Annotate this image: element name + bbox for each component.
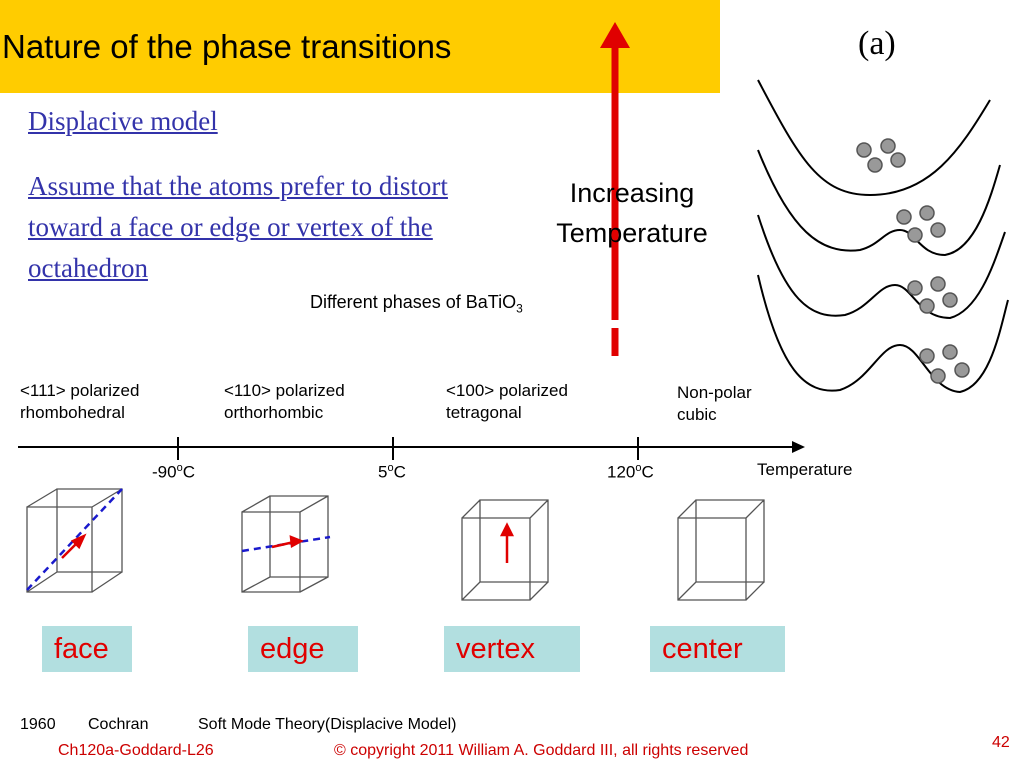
footer-course: Ch120a-Goddard-L26 xyxy=(58,742,214,759)
body-text: Assume that the atoms prefer to distort … xyxy=(28,171,448,283)
caption-sub: 3 xyxy=(516,301,523,316)
arrow-label-line: Increasing xyxy=(569,178,695,208)
temp-unit: C xyxy=(182,462,195,482)
axis-label: Temperature xyxy=(757,460,853,479)
phase-line: rhombohedral xyxy=(20,403,125,422)
caption-text: Different phases of BaTiO xyxy=(310,292,517,312)
temp-value: 120 xyxy=(607,462,636,482)
title-bar xyxy=(0,0,720,93)
temp-unit: C xyxy=(641,462,654,482)
distortion-label: edge xyxy=(248,626,358,672)
temperature: -90oC xyxy=(152,462,195,483)
phase-line: tetragonal xyxy=(446,403,522,422)
reference-author: Cochran xyxy=(88,716,149,733)
phase: Non-polar cubic xyxy=(677,382,752,426)
timeline xyxy=(18,437,795,460)
phase-line: cubic xyxy=(677,405,717,424)
heading: Displacive model xyxy=(28,106,218,136)
temperature: 120oC xyxy=(607,462,654,483)
temperature: 5oC xyxy=(378,462,406,483)
potential-wells xyxy=(757,79,1009,394)
temp-sup: o xyxy=(176,462,183,474)
temp-value: -90 xyxy=(152,462,177,482)
phase-line: Non-polar xyxy=(677,383,752,402)
temp-sup: o xyxy=(387,462,394,474)
slide-title: Nature of the phase transitions xyxy=(2,28,452,65)
phase-line: <110> polarized xyxy=(224,381,345,400)
figure-label: (a) xyxy=(858,25,896,62)
page-number: 42 xyxy=(992,734,1010,751)
caption: Different phases of BaTiO3 xyxy=(310,292,523,316)
temp-unit: C xyxy=(393,462,406,482)
arrow-label-line: Temperature xyxy=(556,218,708,248)
distortion-axes xyxy=(26,488,331,591)
displacement-arrows xyxy=(61,522,515,563)
arrow-label: Increasing Temperature xyxy=(537,173,727,253)
phase-line: <111> polarized xyxy=(20,381,140,400)
timeline-head xyxy=(792,441,805,453)
distortion-label: vertex xyxy=(444,626,580,672)
phase-line: <100> polarized xyxy=(446,381,568,400)
reference-theory: Soft Mode Theory(Displacive Model) xyxy=(198,716,457,733)
cubes xyxy=(26,488,765,601)
footer-copyright: © copyright 2011 William A. Goddard III,… xyxy=(334,742,749,759)
distortion-label: center xyxy=(650,626,785,672)
distortion-label: face xyxy=(42,626,132,672)
temp-value: 5 xyxy=(378,462,388,482)
temp-sup: o xyxy=(635,462,642,474)
reference-year: 1960 xyxy=(20,716,56,733)
arrow-head xyxy=(600,22,630,48)
phase: <100> polarized tetragonal xyxy=(446,380,568,424)
phase: <111> polarized rhombohedral xyxy=(20,380,139,424)
phase: <110> polarized orthorhombic xyxy=(224,380,345,424)
atoms xyxy=(856,138,970,384)
phase-line: orthorhombic xyxy=(224,403,324,422)
